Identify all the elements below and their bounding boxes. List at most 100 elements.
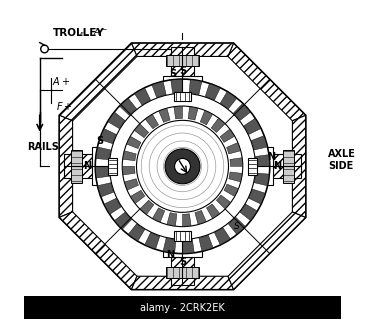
Wedge shape bbox=[249, 189, 265, 204]
Bar bbox=[257, 147, 273, 185]
Wedge shape bbox=[96, 166, 110, 178]
Wedge shape bbox=[255, 155, 269, 166]
Polygon shape bbox=[59, 43, 137, 121]
Wedge shape bbox=[123, 166, 135, 175]
Polygon shape bbox=[59, 43, 306, 289]
Bar bbox=[170, 47, 195, 76]
Wedge shape bbox=[182, 239, 194, 253]
Wedge shape bbox=[214, 228, 230, 245]
Wedge shape bbox=[174, 106, 182, 119]
Text: N: N bbox=[267, 152, 275, 162]
Wedge shape bbox=[171, 79, 182, 93]
Wedge shape bbox=[189, 80, 202, 95]
Text: alamy - 2CRK2EK: alamy - 2CRK2EK bbox=[140, 302, 225, 313]
Wedge shape bbox=[163, 238, 176, 253]
Bar bbox=[174, 92, 191, 101]
Bar bbox=[164, 76, 201, 92]
Wedge shape bbox=[228, 217, 245, 234]
Circle shape bbox=[110, 93, 256, 239]
Text: $_{F-}$ $A^-$: $_{F-}$ $A^-$ bbox=[80, 27, 109, 39]
Bar bbox=[64, 155, 92, 178]
Wedge shape bbox=[230, 158, 242, 166]
Text: $F+$: $F+$ bbox=[55, 100, 72, 112]
Wedge shape bbox=[188, 107, 198, 120]
Polygon shape bbox=[228, 212, 306, 289]
Bar bbox=[247, 158, 257, 175]
Wedge shape bbox=[140, 200, 154, 214]
Wedge shape bbox=[152, 82, 166, 98]
Bar bbox=[92, 147, 108, 185]
Wedge shape bbox=[104, 198, 121, 214]
Circle shape bbox=[95, 79, 270, 253]
Wedge shape bbox=[229, 172, 242, 182]
Bar bbox=[170, 257, 195, 285]
Wedge shape bbox=[96, 147, 111, 160]
Wedge shape bbox=[131, 190, 145, 204]
Wedge shape bbox=[199, 235, 213, 251]
Text: S: S bbox=[169, 69, 177, 79]
Wedge shape bbox=[159, 108, 170, 122]
Wedge shape bbox=[220, 92, 237, 109]
Bar bbox=[273, 155, 301, 178]
Bar bbox=[24, 296, 341, 319]
Polygon shape bbox=[131, 43, 234, 56]
Polygon shape bbox=[292, 115, 306, 217]
Wedge shape bbox=[115, 212, 132, 229]
Text: AXLE
SIDE: AXLE SIDE bbox=[328, 149, 356, 171]
Circle shape bbox=[174, 158, 191, 174]
Polygon shape bbox=[131, 276, 234, 289]
Wedge shape bbox=[207, 204, 220, 218]
Wedge shape bbox=[153, 208, 165, 222]
Circle shape bbox=[137, 120, 228, 212]
Bar bbox=[71, 150, 82, 183]
Wedge shape bbox=[240, 204, 257, 220]
Wedge shape bbox=[145, 233, 160, 249]
Wedge shape bbox=[233, 103, 250, 120]
Circle shape bbox=[165, 149, 200, 184]
Wedge shape bbox=[134, 124, 149, 138]
Circle shape bbox=[122, 106, 243, 227]
Wedge shape bbox=[244, 118, 261, 134]
Wedge shape bbox=[220, 129, 234, 142]
Bar bbox=[174, 231, 191, 241]
Wedge shape bbox=[205, 84, 220, 100]
Wedge shape bbox=[124, 179, 138, 190]
Wedge shape bbox=[123, 151, 136, 161]
Text: $A+$: $A+$ bbox=[53, 75, 70, 87]
Wedge shape bbox=[254, 173, 269, 186]
Bar bbox=[166, 54, 199, 66]
Bar bbox=[108, 158, 118, 175]
Polygon shape bbox=[59, 212, 137, 289]
Wedge shape bbox=[224, 184, 238, 196]
Wedge shape bbox=[200, 111, 212, 125]
Wedge shape bbox=[128, 224, 145, 241]
Text: TROLLEY: TROLLEY bbox=[53, 28, 104, 38]
Wedge shape bbox=[135, 88, 151, 105]
Wedge shape bbox=[211, 118, 225, 132]
Bar bbox=[283, 150, 294, 183]
Text: N: N bbox=[274, 161, 282, 171]
Text: N: N bbox=[83, 161, 91, 171]
Wedge shape bbox=[195, 210, 206, 224]
Polygon shape bbox=[59, 115, 73, 217]
Polygon shape bbox=[228, 43, 306, 121]
Text: S: S bbox=[234, 222, 239, 231]
Text: RAILS: RAILS bbox=[27, 142, 59, 152]
Text: S: S bbox=[179, 66, 186, 76]
Wedge shape bbox=[216, 195, 231, 209]
Wedge shape bbox=[108, 112, 125, 129]
Wedge shape bbox=[100, 129, 116, 144]
Wedge shape bbox=[182, 214, 191, 226]
Wedge shape bbox=[120, 98, 137, 116]
Bar bbox=[164, 241, 201, 257]
Wedge shape bbox=[127, 136, 141, 148]
Wedge shape bbox=[251, 136, 267, 150]
Text: S: S bbox=[179, 257, 186, 267]
Wedge shape bbox=[145, 115, 158, 129]
Wedge shape bbox=[167, 212, 177, 226]
Text: S: S bbox=[96, 136, 104, 146]
Wedge shape bbox=[98, 183, 114, 197]
Text: N: N bbox=[166, 250, 174, 260]
Bar bbox=[166, 267, 199, 278]
Wedge shape bbox=[227, 143, 241, 154]
